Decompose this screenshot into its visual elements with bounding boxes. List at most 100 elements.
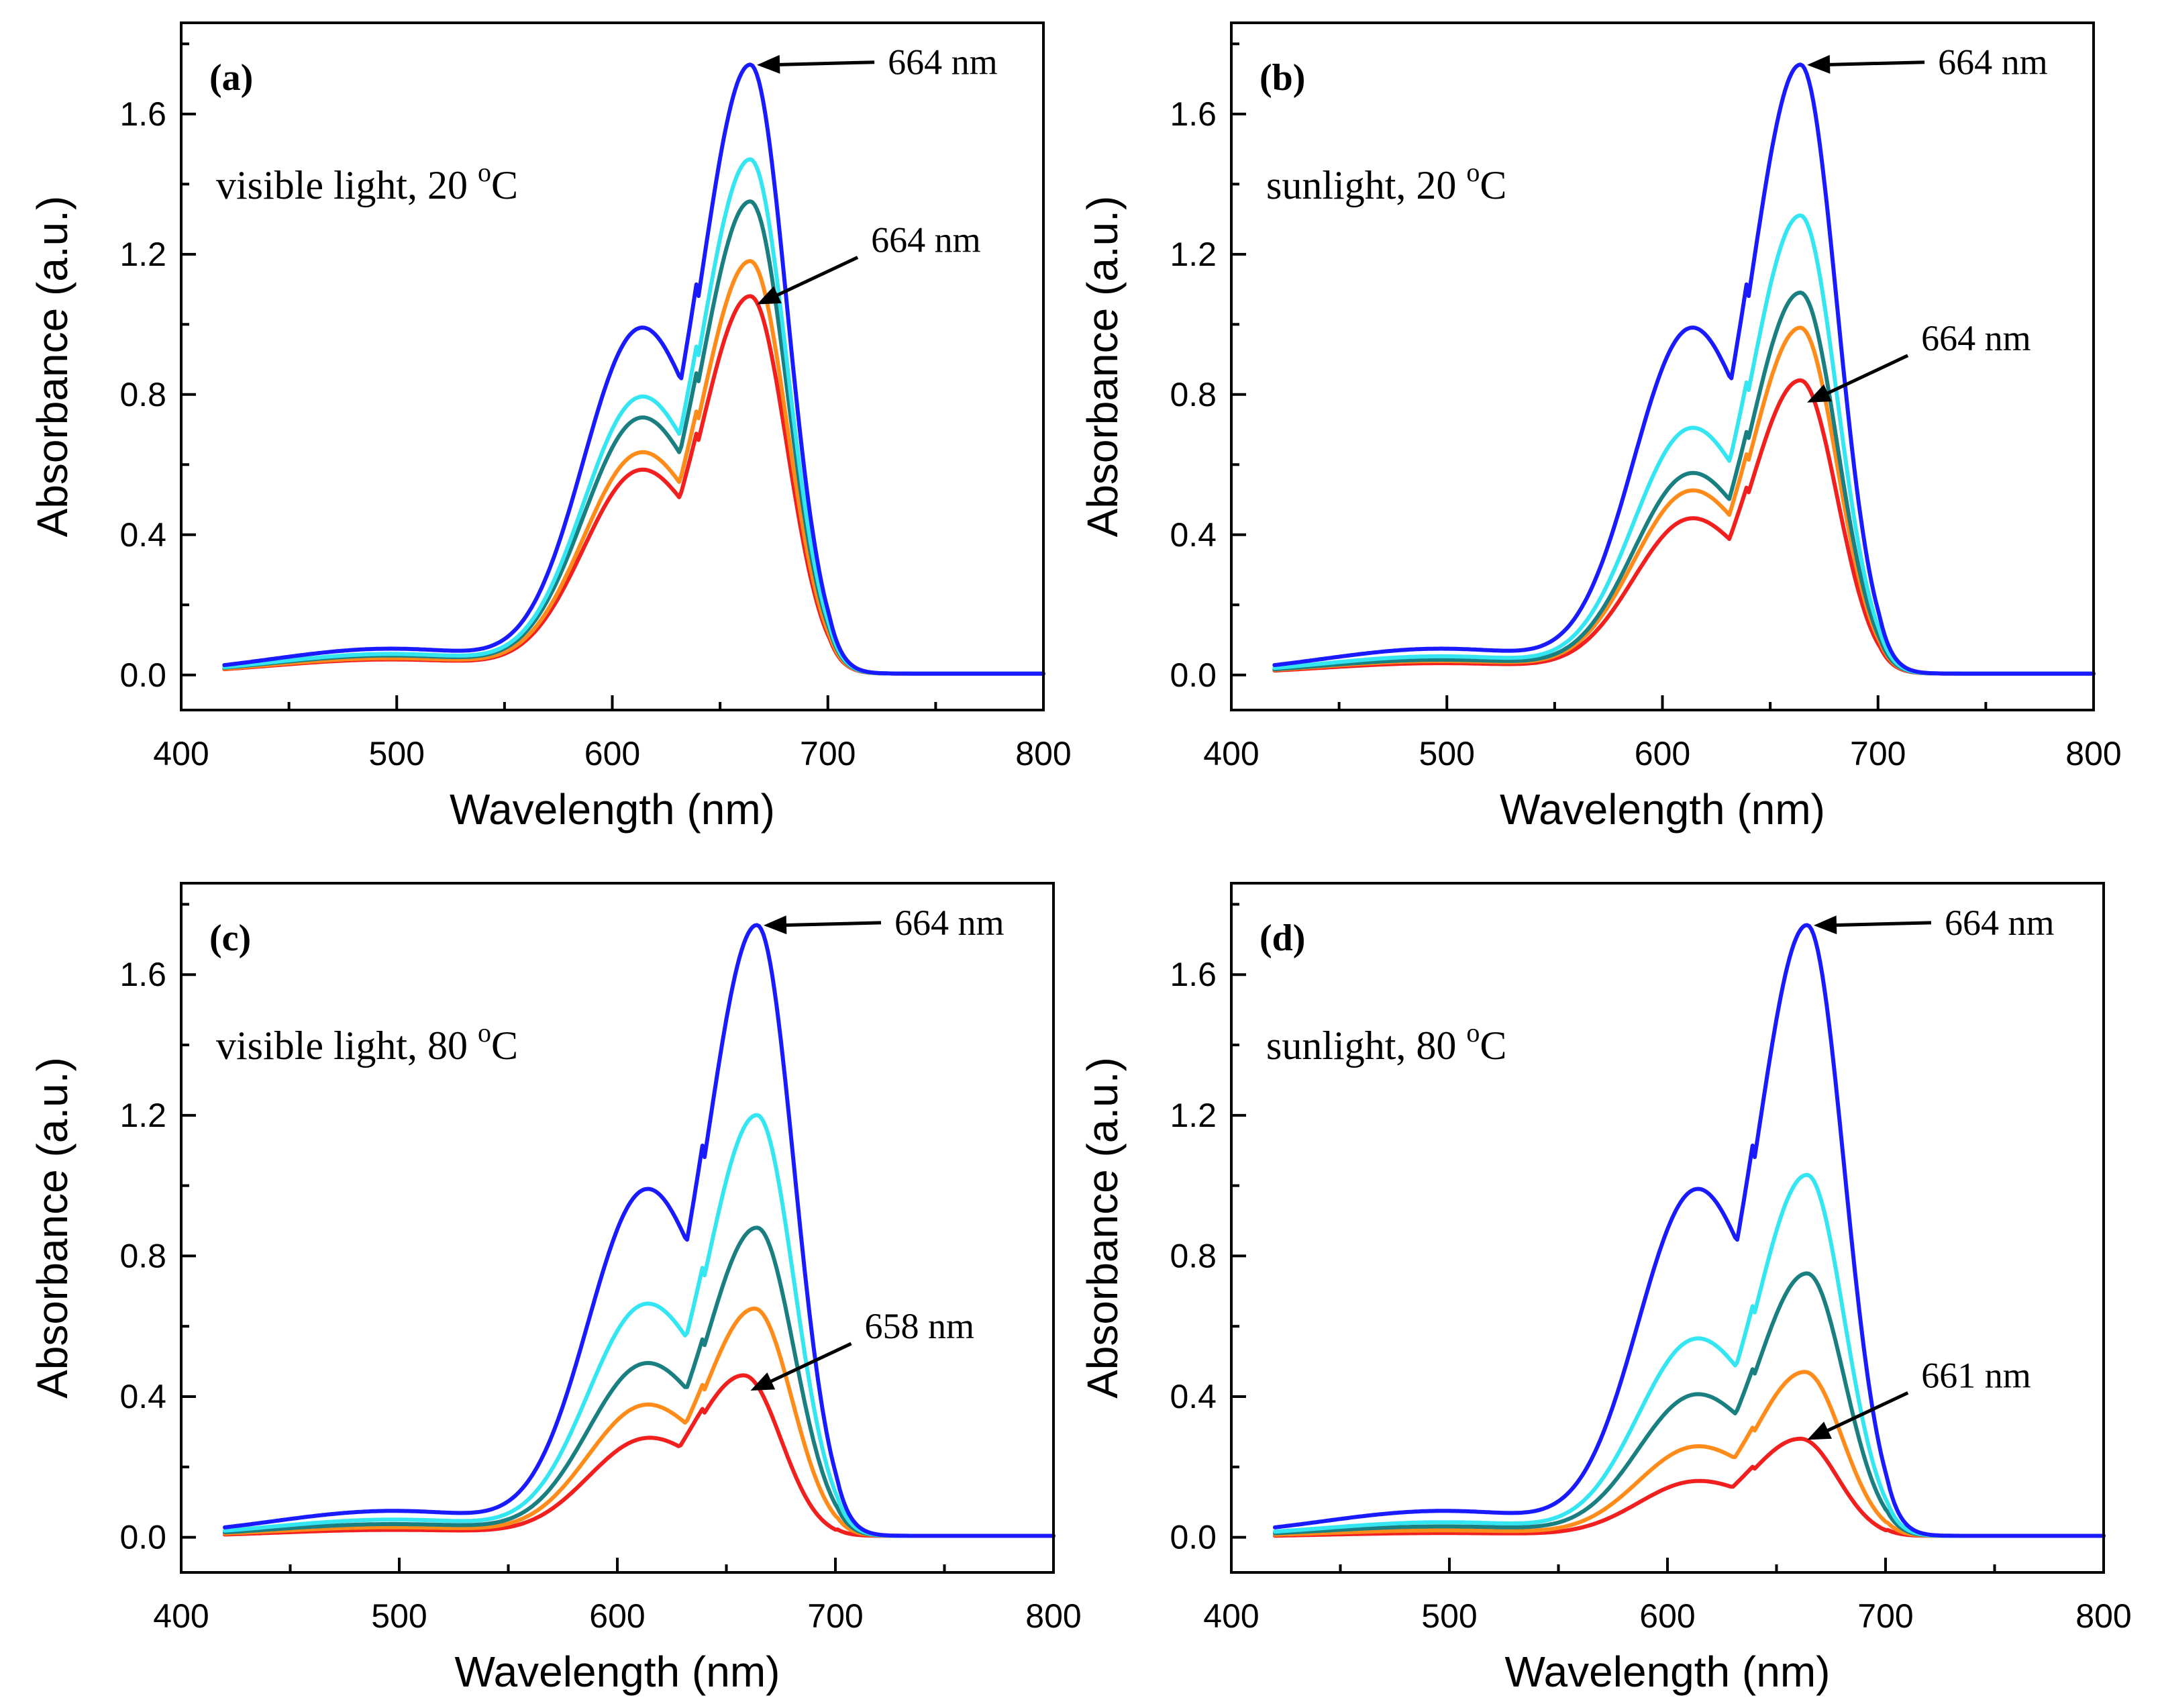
x-tick-label: 400: [153, 735, 209, 772]
condition-unit: C: [1480, 1023, 1506, 1068]
condition-text: visible light, 80: [216, 1023, 478, 1068]
y-tick-label: 0.4: [1170, 516, 1217, 554]
y-tick-label: 0.8: [1170, 376, 1217, 413]
x-axis-title: Wavelength (nm): [1500, 785, 1825, 834]
panel-label: (c): [209, 917, 251, 959]
y-tick-label: 1.6: [1170, 956, 1217, 993]
series-red-line: [222, 294, 1045, 676]
series-blue-line: [223, 923, 1056, 1538]
condition-unit: C: [1480, 163, 1506, 207]
x-tick-label: 600: [589, 1597, 645, 1635]
arrow-head: [757, 54, 780, 74]
annotation-arrow: [1825, 921, 1932, 927]
x-tick-label: 800: [2065, 735, 2121, 772]
condition-label: sunlight, 20 oC: [1266, 157, 1506, 207]
x-tick-label: 700: [1850, 735, 1906, 772]
x-tick-label: 700: [807, 1597, 863, 1635]
x-tick-label: 600: [584, 735, 640, 772]
arrow-head: [1807, 54, 1831, 74]
panel-2: 400 500 600 700 800 0.0 0.4 0.8 1.2 1.6 Wavelength…: [1078, 21, 2122, 834]
annotation-arrow: [1818, 354, 1909, 399]
x-axis-title: Wavelength (nm): [455, 1648, 780, 1696]
x-tick-label: 800: [1025, 1597, 1081, 1635]
x-axis-title: Wavelength (nm): [450, 785, 775, 834]
panel-label: (a): [209, 57, 253, 99]
peak-annotation: 664 nm: [1921, 318, 2031, 358]
peak-annotation: 664 nm: [888, 42, 998, 83]
panel-label: (b): [1259, 57, 1305, 99]
peak-annotation: 658 nm: [865, 1306, 975, 1346]
annotation-arrow: [769, 60, 875, 67]
y-tick-label: 0.8: [119, 376, 166, 413]
condition-text: sunlight, 80: [1266, 1023, 1466, 1068]
annotation-arrow: [1819, 60, 1925, 67]
x-tick-label: 400: [1203, 735, 1259, 772]
arrow-head: [1807, 384, 1832, 403]
y-tick-label: 0.0: [1170, 1519, 1217, 1556]
panel-label: (d): [1259, 917, 1305, 959]
annotation-arrow: [1818, 1391, 1909, 1436]
peak-annotation: 664 nm: [894, 903, 1005, 943]
y-tick-label: 1.2: [119, 1097, 166, 1134]
x-tick-label: 500: [371, 1597, 427, 1635]
x-tick-label: 700: [800, 735, 856, 772]
annotation-arrow: [775, 921, 882, 927]
peak-annotation: 661 nm: [1921, 1355, 2031, 1395]
peak-annotation: 664 nm: [1945, 903, 2055, 943]
y-tick-label: 0.4: [119, 516, 166, 554]
y-tick-label: 0.4: [119, 1378, 166, 1415]
arrow-head: [1807, 1421, 1832, 1440]
x-tick-label: 400: [1203, 1597, 1259, 1635]
y-tick-label: 1.2: [1170, 236, 1217, 273]
y-tick-label: 0.0: [119, 1519, 166, 1556]
y-tick-label: 1.2: [1170, 1097, 1217, 1134]
annotation-arrow: [762, 1342, 852, 1387]
series-cyan-line: [1272, 213, 2096, 676]
x-axis-title: Wavelength (nm): [1505, 1648, 1831, 1696]
y-tick-label: 0.0: [119, 656, 166, 694]
condition-unit: C: [491, 163, 518, 207]
panel-3: 400 500 600 700 800 0.0 0.4 0.8 1.2 1.6 Wavelength…: [28, 882, 1082, 1696]
y-tick-label: 0.0: [1170, 656, 1217, 694]
arrow-head: [750, 1372, 776, 1391]
arrow-head: [1814, 915, 1837, 935]
y-tick-label: 1.6: [119, 956, 166, 993]
y-tick-label: 0.4: [1170, 1378, 1217, 1415]
y-axis-title: Absorbance (a.u.): [28, 1057, 76, 1399]
x-tick-label: 600: [1639, 1597, 1695, 1635]
x-tick-label: 500: [1421, 1597, 1477, 1635]
condition-label: visible light, 20 oC: [216, 157, 518, 207]
y-tick-label: 0.8: [119, 1237, 166, 1274]
series-teal-line: [223, 1225, 1056, 1538]
condition-sup: o: [1466, 1017, 1480, 1048]
x-tick-label: 600: [1635, 735, 1690, 772]
condition-label: sunlight, 80 oC: [1266, 1017, 1506, 1068]
x-tick-label: 500: [1419, 735, 1475, 772]
y-tick-label: 1.2: [119, 236, 166, 273]
y-tick-label: 0.8: [1170, 1237, 1217, 1274]
arrow-head: [764, 915, 787, 935]
series-orange-line: [222, 259, 1045, 676]
series-teal-line: [222, 199, 1045, 676]
x-tick-label: 400: [153, 1597, 209, 1635]
x-tick-label: 800: [1015, 735, 1071, 772]
y-axis-title: Absorbance (a.u.): [1078, 196, 1127, 538]
series-blue-line: [222, 62, 1045, 676]
x-tick-label: 800: [2075, 1597, 2131, 1635]
condition-sup: o: [1466, 157, 1480, 187]
y-tick-label: 1.6: [1170, 95, 1217, 133]
panel-1: 400 500 600 700 800 0.0 0.4 0.8 1.2 1.6 Wavelength…: [28, 21, 1072, 834]
condition-label: visible light, 80 oC: [216, 1017, 518, 1068]
y-axis-title: Absorbance (a.u.): [28, 196, 76, 538]
condition-sup: o: [478, 157, 491, 187]
x-tick-label: 500: [369, 735, 425, 772]
x-tick-label: 700: [1857, 1597, 1913, 1635]
series-orange-line: [1272, 325, 2096, 676]
condition-text: visible light, 20: [216, 163, 478, 207]
series-blue-line: [1272, 62, 2096, 676]
panel-4: 400 500 600 700 800 0.0 0.4 0.8 1.2 1.6 Wavelength…: [1078, 882, 2132, 1696]
arrow-head: [757, 286, 782, 305]
series-teal-line: [1273, 1271, 2106, 1538]
series-blue-line: [1273, 923, 2106, 1538]
